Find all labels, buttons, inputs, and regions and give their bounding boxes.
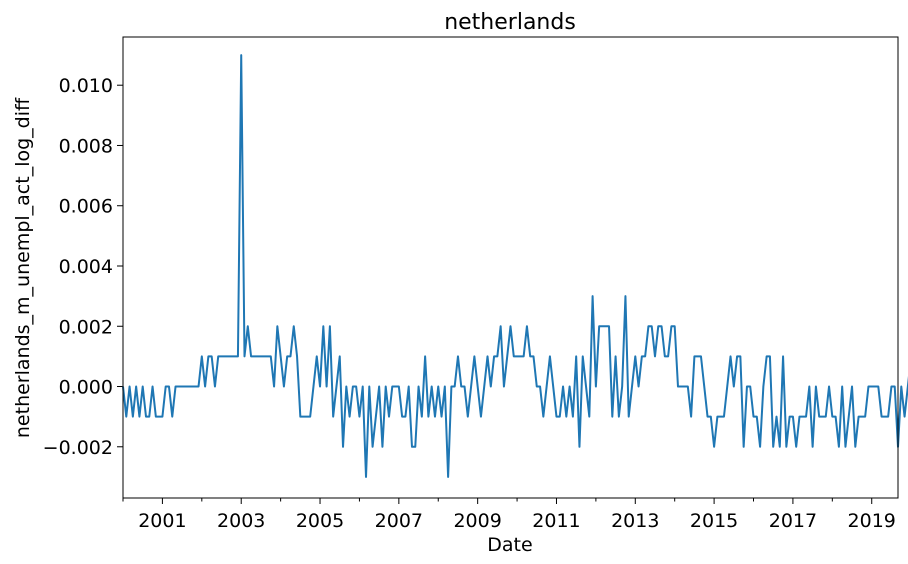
y-axis: −0.002 0.000 0.002 0.004 0.006 0.008 0.010 <box>43 75 123 459</box>
x-tick-label: 2015 <box>690 510 738 532</box>
y-tick-label: 0.002 <box>59 316 113 338</box>
x-tick-label: 2001 <box>138 510 186 532</box>
x-tick-label: 2007 <box>375 510 423 532</box>
x-tick-label: 2013 <box>611 510 659 532</box>
y-tick-label: 0.004 <box>59 256 113 278</box>
x-tick-label: 2005 <box>296 510 344 532</box>
x-axis-label: Date <box>487 534 532 556</box>
y-tick-label: 0.010 <box>59 75 113 97</box>
x-tick-label: 2009 <box>453 510 501 532</box>
y-tick-label: 0.006 <box>59 196 113 218</box>
y-tick-label: −0.002 <box>43 437 113 459</box>
x-tick-label: 2019 <box>848 510 896 532</box>
plot-frame <box>122 36 899 499</box>
x-tick-label: 2003 <box>217 510 265 532</box>
y-axis-label: netherlands_m_unempl_act_log_diff <box>12 97 34 438</box>
x-tick-label: 2011 <box>532 510 580 532</box>
series-line <box>122 54 908 478</box>
x-tick-label: 2017 <box>769 510 817 532</box>
y-tick-label: 0.008 <box>59 135 113 157</box>
chart-title: netherlands <box>444 10 576 35</box>
plot-area <box>122 54 908 478</box>
y-tick-label: 0.000 <box>59 377 113 399</box>
x-axis: 2001 2003 2005 2007 2009 2011 2013 2015 2017 2019 <box>122 498 896 532</box>
